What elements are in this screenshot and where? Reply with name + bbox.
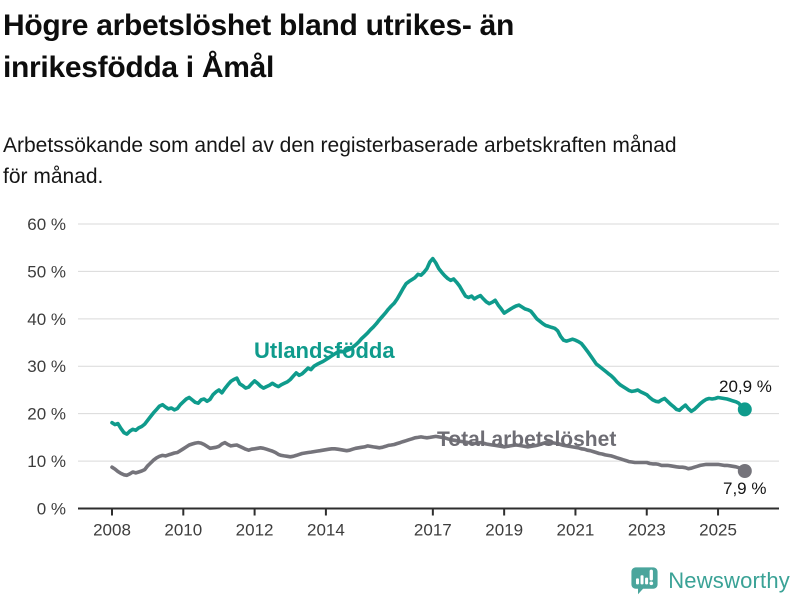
- page-title: Högre arbetslöshet bland utrikes- än inr…: [3, 5, 683, 89]
- x-axis-tick-label: 2014: [307, 521, 345, 540]
- y-axis-tick-label: 0 %: [37, 500, 66, 519]
- series-end-dot-total: [737, 464, 752, 478]
- chart-subtitle: Arbetssökande som andel av den registerb…: [3, 130, 783, 192]
- x-axis-tick-label: 2017: [414, 521, 452, 540]
- y-axis-tick-label: 20 %: [27, 405, 66, 424]
- newsworthy-bubble-chart-icon: [631, 567, 658, 595]
- series-end-dot-utlandsfodda: [737, 402, 752, 417]
- y-axis-tick-label: 40 %: [27, 310, 66, 329]
- x-axis-tick-label: 2010: [164, 521, 202, 540]
- newsworthy-logo: Newsworthy: [629, 565, 790, 596]
- x-axis-tick-label: 2012: [236, 521, 274, 540]
- y-axis-tick-label: 60 %: [27, 215, 66, 234]
- subtitle-line-2: för månad.: [3, 165, 104, 188]
- y-axis-tick-label: 50 %: [27, 262, 66, 281]
- x-axis-tick-label: 2023: [628, 521, 666, 540]
- x-axis-tick-label: 2008: [93, 521, 131, 540]
- title-line-1: Högre arbetslöshet bland utrikes- än: [3, 9, 514, 42]
- y-axis-tick-label: 10 %: [27, 452, 66, 471]
- x-axis-tick-label: 2021: [557, 521, 595, 540]
- subtitle-line-1: Arbetssökande som andel av den registerb…: [3, 134, 677, 157]
- series-label-utlandsfodda: Utlandsfödda: [254, 338, 395, 363]
- series-label-total-arbetsloshet: Total arbetslöshet: [437, 428, 617, 451]
- series-line-total: [110, 434, 747, 478]
- x-axis-tick-label: 2019: [485, 521, 523, 540]
- end-value-label-total: 7,9 %: [723, 479, 767, 498]
- newsworthy-wordmark: Newsworthy: [668, 567, 790, 593]
- x-axis-tick-label: 2025: [699, 521, 737, 540]
- title-line-2: inrikesfödda i Åmål: [3, 51, 275, 84]
- y-axis-tick-label: 30 %: [27, 357, 66, 376]
- series-line-utlandsfodda: [110, 256, 747, 436]
- end-value-label-utlandsfodda: 20,9 %: [719, 377, 772, 396]
